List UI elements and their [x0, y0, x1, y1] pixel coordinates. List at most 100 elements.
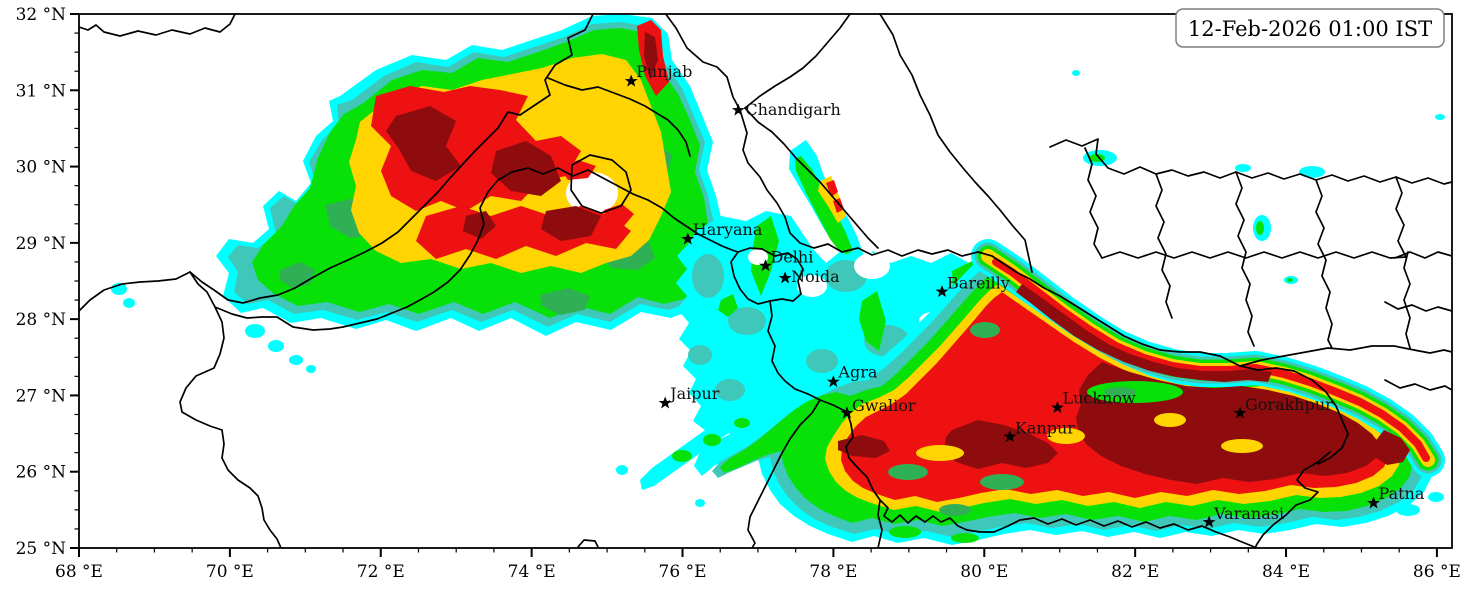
- boundary-line: [730, 247, 804, 305]
- y-tick-label: 31 °N: [16, 81, 67, 101]
- fog-level3-speck: [1256, 221, 1264, 235]
- star-icon: [759, 259, 772, 272]
- boundary-line: [747, 399, 821, 548]
- y-tick-label: 28 °N: [16, 310, 67, 330]
- fog-level5-patch: [916, 445, 964, 461]
- boundary-line: [1395, 176, 1407, 258]
- boundary-line: [664, 14, 1349, 465]
- y-tick-label: 27 °N: [16, 386, 67, 406]
- city-marker-jaipur: Jaipur: [658, 384, 720, 409]
- city-marker-chandigarh: Chandigarh: [731, 100, 841, 119]
- fog-level1-speck: [123, 298, 135, 308]
- boundary-line: [767, 300, 848, 413]
- boundary-line: [214, 167, 739, 331]
- boundary-line: [1254, 451, 1331, 548]
- x-tick-label: 82 °E: [1111, 562, 1159, 582]
- fog-level6-speck: [826, 180, 838, 197]
- fog-level3-speck: [734, 418, 750, 428]
- y-tick-label: 30 °N: [16, 158, 67, 178]
- x-tick-label: 70 °E: [206, 562, 254, 582]
- star-icon: [624, 74, 638, 87]
- fog-level3-patch: [718, 294, 738, 317]
- star-icon: [1003, 430, 1017, 443]
- fog-level3-patch: [951, 533, 979, 543]
- boundary-line: [570, 154, 632, 214]
- clear-patch: [748, 249, 768, 265]
- boundary-line: [577, 539, 599, 548]
- city-marker-varanasi: Varanasi: [1202, 504, 1284, 528]
- city-label: Punjab: [636, 62, 692, 81]
- fog-level7-core: [1374, 430, 1410, 465]
- city-marker-patna: Patna: [1367, 484, 1425, 509]
- boundary-line: [79, 271, 191, 312]
- city-label: Bareilly: [947, 274, 1010, 293]
- fog-level4-patch: [888, 464, 928, 480]
- star-icon: [826, 375, 840, 388]
- star-icon: [778, 271, 792, 284]
- fog-level3-streak: [795, 156, 853, 256]
- fog-level1-speck: [1428, 492, 1444, 502]
- fog-level4-patch: [1104, 387, 1136, 397]
- timestamp-box: 12-Feb-2026 01:00 IST: [1175, 8, 1445, 48]
- x-tick-label: 76 °E: [659, 562, 707, 582]
- fog-level2-patch: [806, 349, 838, 373]
- fog-level6-patch: [560, 160, 596, 180]
- star-icon: [1202, 515, 1216, 528]
- boundary-line: [189, 14, 594, 304]
- boundary-line: [1384, 301, 1452, 312]
- star-icon: [1050, 401, 1064, 414]
- fog-level7-core: [541, 206, 601, 241]
- y-tick-label: 32 °N: [16, 5, 67, 25]
- fog-level3-speck: [703, 434, 721, 446]
- timestamp-frame: [1175, 8, 1445, 48]
- city-marker-haryana: Haryana: [681, 220, 763, 245]
- boundary-line: [879, 14, 1033, 273]
- city-label: Gwalior: [852, 396, 916, 415]
- y-tick-label: 26 °N: [16, 463, 67, 483]
- city-label: Lucknow: [1062, 389, 1136, 408]
- fog-level5-patch: [1047, 428, 1085, 444]
- fog-level1-speck: [695, 499, 705, 507]
- city-label: Haryana: [693, 220, 763, 239]
- city-label: Gorakhpur: [1245, 395, 1333, 414]
- boundary-line: [1235, 171, 1255, 347]
- x-axis: 68 °E 70 °E 72 °E 74 °E 76 °E 78 °E 80 °E 82 °E…: [55, 548, 1461, 582]
- fog-level2-patch: [728, 307, 766, 335]
- boundary-line: [1384, 379, 1452, 391]
- star-icon: [1367, 496, 1381, 509]
- fog-level1-speck: [289, 355, 303, 365]
- boundary-line: [744, 107, 879, 249]
- fog-level7-core: [463, 211, 496, 239]
- timestamp-text: 12-Feb-2026 01:00 IST: [1188, 17, 1432, 41]
- fog-level2-patch: [692, 254, 724, 298]
- fog-level1-speck: [616, 465, 628, 475]
- fog-level2-patch: [688, 345, 712, 365]
- x-tick-label: 74 °E: [508, 562, 556, 582]
- city-marker-bareilly: Bareilly: [935, 274, 1010, 298]
- star-icon: [1233, 406, 1247, 419]
- boundary-line: [1049, 138, 1452, 185]
- boundary-line: [1084, 147, 1103, 259]
- city-marker-agra: Agra: [826, 363, 878, 388]
- clear-patch: [892, 237, 920, 255]
- fog-level4-patch: [540, 288, 590, 315]
- fog-level7-core: [944, 420, 1058, 469]
- fog-level1-speck: [245, 324, 265, 338]
- city-marker-gorakhpur: Gorakhpur: [1233, 395, 1333, 419]
- boundary-line: [845, 411, 1257, 548]
- fog-level6-speck: [833, 198, 844, 213]
- city-marker-gwalior: Gwalior: [840, 396, 916, 419]
- fog-level4-patch: [980, 474, 1024, 490]
- boundary-line: [79, 14, 236, 37]
- fog-level3-speck: [1287, 278, 1293, 282]
- city-label: Patna: [1379, 484, 1425, 503]
- city-label: Kanpur: [1015, 419, 1075, 438]
- boundary-line: [1315, 179, 1333, 349]
- fog-level5-patch: [1221, 439, 1263, 453]
- x-tick-label: 80 °E: [960, 562, 1008, 582]
- x-tick-label: 84 °E: [1262, 562, 1310, 582]
- boundary-line: [1101, 251, 1407, 259]
- city-label: Jaipur: [668, 384, 720, 403]
